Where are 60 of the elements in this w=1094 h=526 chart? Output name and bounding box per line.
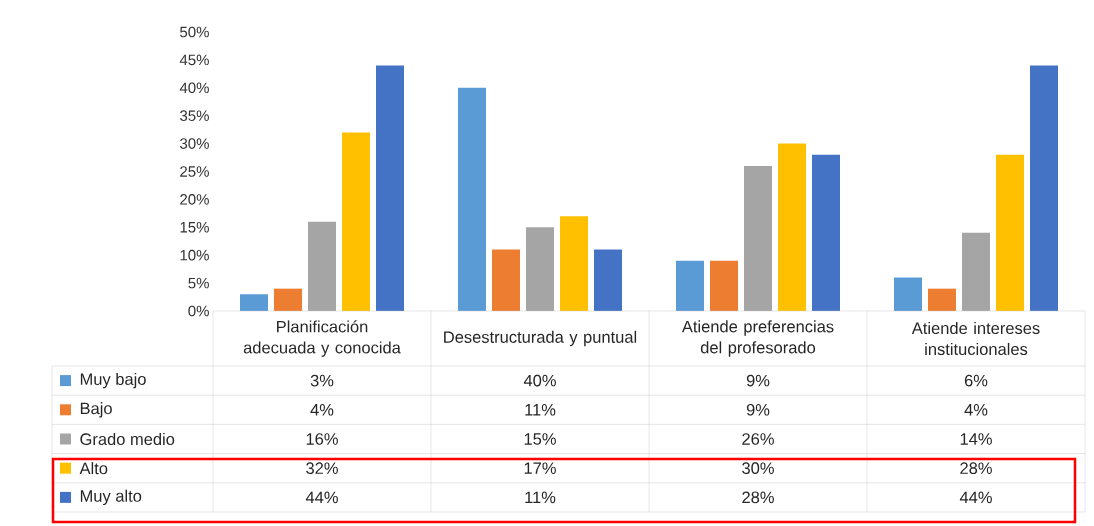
x-tick-label: Planificación adecuada y conocida bbox=[243, 320, 401, 357]
y-tick-label: 20% bbox=[180, 194, 209, 205]
x-tick-label: Atiende preferencias del profesorado bbox=[681, 320, 834, 357]
bar bbox=[274, 288, 303, 311]
data-label: 11% bbox=[525, 491, 556, 504]
bar bbox=[342, 132, 371, 311]
x-tick-label: Atiende intereses institucionales bbox=[911, 321, 1040, 356]
bar bbox=[710, 260, 738, 311]
y-tick-label: 0% bbox=[188, 305, 209, 317]
bar bbox=[458, 87, 487, 311]
y-tick-label: 5% bbox=[188, 277, 209, 289]
data-label: 14% bbox=[960, 433, 992, 445]
data-label: 4% bbox=[310, 404, 334, 416]
bar bbox=[240, 294, 269, 311]
bar bbox=[594, 249, 623, 311]
bar bbox=[492, 249, 521, 311]
data-label: 6% bbox=[964, 374, 988, 387]
data-label: 11% bbox=[525, 404, 556, 416]
data-label: 28% bbox=[960, 462, 992, 475]
data-label: 16% bbox=[306, 433, 338, 445]
data-label: 40% bbox=[523, 374, 556, 387]
data-label: 3% bbox=[310, 374, 334, 387]
data-label: 17% bbox=[524, 462, 556, 474]
data-label: 9% bbox=[746, 403, 770, 416]
legend-label: Bajo bbox=[80, 402, 112, 418]
legend-label: Muy alto bbox=[80, 489, 142, 506]
y-tick-label: 15% bbox=[180, 222, 209, 233]
data-label: 30% bbox=[742, 462, 774, 475]
legend-label: Grado medio bbox=[80, 432, 175, 446]
bar bbox=[778, 143, 806, 311]
y-tick-label: 10% bbox=[180, 249, 209, 261]
bar bbox=[376, 65, 405, 311]
data-label: 4% bbox=[964, 404, 988, 416]
data-label: 15% bbox=[524, 433, 556, 445]
x-tick-label: Desestructurada y puntual bbox=[444, 330, 637, 347]
y-tick-label: 45% bbox=[179, 54, 209, 66]
bar bbox=[962, 232, 990, 311]
y-tick-label: 50% bbox=[180, 26, 209, 38]
y-tick-label: 35% bbox=[180, 110, 209, 121]
data-label: 44% bbox=[959, 491, 992, 504]
bar bbox=[744, 165, 772, 311]
bar bbox=[1030, 65, 1058, 311]
legend-label: Alto bbox=[79, 462, 108, 475]
bar bbox=[812, 154, 840, 311]
bar bbox=[894, 277, 922, 311]
bar bbox=[308, 221, 337, 311]
data-label: 28% bbox=[742, 491, 774, 504]
bar bbox=[676, 260, 704, 311]
bar bbox=[526, 227, 554, 311]
y-tick-label: 40% bbox=[179, 82, 209, 94]
bar bbox=[996, 154, 1024, 311]
data-label: 26% bbox=[742, 433, 774, 445]
bar bbox=[928, 288, 956, 311]
data-label: 32% bbox=[306, 462, 338, 475]
bar bbox=[560, 216, 589, 311]
data-label: 9% bbox=[746, 374, 770, 387]
data-label: 44% bbox=[305, 491, 338, 504]
y-tick-label: 25% bbox=[180, 166, 209, 177]
y-tick-label: 30% bbox=[180, 138, 209, 149]
legend-label: Muy bajo bbox=[80, 372, 146, 389]
